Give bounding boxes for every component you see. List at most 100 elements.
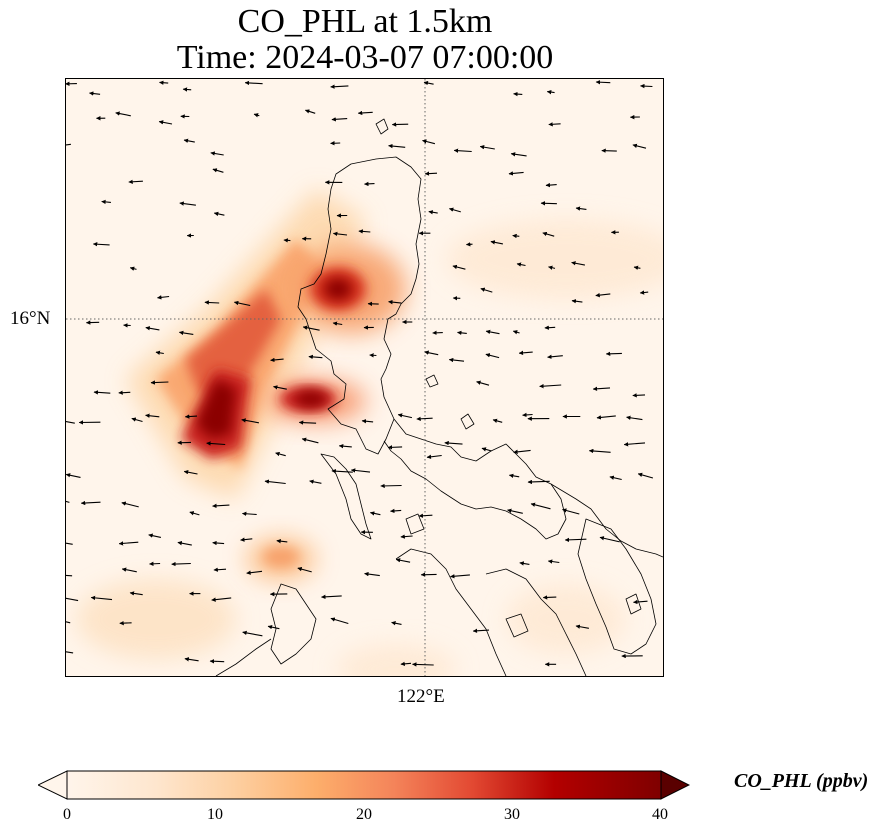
wind-arrow [369, 353, 377, 358]
wind-arrow [476, 380, 490, 386]
wind-arrow [412, 662, 434, 667]
wind-arrow [548, 122, 561, 127]
wind-arrow [530, 502, 551, 510]
wind-arrow [179, 201, 196, 206]
wind-arrow [380, 483, 402, 489]
map-time-subtitle: Time: 2024-03-07 07:00:00 [176, 39, 554, 76]
wind-arrow [519, 561, 530, 566]
coastline-bicol [550, 483, 663, 558]
wind-arrow [424, 171, 438, 176]
wind-arrow [609, 475, 622, 481]
wind-arrow [90, 595, 113, 601]
wind-arrow [369, 511, 381, 516]
colorbar-tick-10: 10 [207, 806, 223, 823]
wind-arrow [479, 144, 495, 150]
wind-arrow [485, 353, 500, 359]
wind-arrow [639, 290, 649, 295]
wind-vectors [66, 79, 654, 667]
colorbar-tick-0: 0 [63, 806, 71, 823]
wind-arrow [206, 441, 226, 446]
map-panel [65, 78, 664, 677]
wind-arrow [66, 473, 81, 478]
map-title: CO_PHL at 1.5km [237, 3, 493, 40]
wind-arrow [183, 470, 198, 475]
wind-arrow [308, 354, 323, 360]
coastline-islet-2 [425, 374, 439, 388]
wind-arrow [426, 454, 442, 459]
wind-arrow [623, 442, 646, 447]
wind-arrow [513, 449, 531, 455]
wind-arrow [253, 113, 260, 118]
wind-arrow [358, 229, 371, 234]
wind-arrow [601, 148, 617, 153]
coastlines [215, 118, 663, 676]
wind-arrow [66, 597, 79, 602]
wind-arrow [633, 265, 641, 271]
wind-arrow [118, 390, 131, 395]
coastline-islet-4 [405, 513, 425, 535]
wind-arrow [450, 574, 470, 579]
colorbar-label: CO_PHL (ppbv) [734, 770, 869, 792]
wind-arrow [149, 561, 161, 567]
wind-arrow [302, 325, 320, 331]
wind-arrow [131, 417, 143, 423]
wind-arrow [640, 83, 653, 89]
wind-arrow [330, 617, 349, 625]
wind-arrow [297, 567, 312, 573]
wind-arrow [388, 299, 402, 305]
wind-arrow [547, 354, 563, 360]
faint-plume-southwest [76, 579, 236, 659]
wind-arrow [571, 261, 586, 266]
wind-arrow [210, 151, 224, 156]
wind-arrow [481, 447, 492, 452]
wind-arrow [540, 201, 557, 206]
wind-arrow [457, 330, 467, 336]
wind-arrow [145, 326, 160, 331]
wind-arrow [512, 233, 520, 239]
wind-arrow [507, 508, 523, 514]
wind-arrow [330, 84, 349, 89]
wind-arrow [177, 540, 192, 546]
wind-arrow [513, 91, 523, 97]
wind-arrow [301, 437, 319, 444]
wind-arrow [241, 511, 257, 516]
wind-arrow [264, 479, 286, 485]
wind-arrow [527, 479, 550, 485]
wind-arrow [155, 350, 164, 356]
faint-plume-south [336, 644, 456, 676]
latitude-tick-label: 16°N [10, 308, 51, 329]
wind-arrow [213, 567, 227, 572]
wind-arrow [485, 329, 500, 335]
wind-arrow [118, 541, 139, 546]
wind-arrow [66, 651, 74, 654]
wind-arrow [101, 199, 111, 205]
wind-arrow [516, 262, 526, 267]
wind-arrow [158, 120, 173, 125]
wind-arrow [121, 567, 137, 573]
coastline-panay [270, 583, 317, 665]
wind-arrow [422, 139, 436, 145]
wind-arrow [331, 468, 353, 474]
coastline-islet-3 [460, 413, 475, 430]
wind-arrow [395, 558, 411, 563]
wind-arrow [575, 206, 587, 211]
wind-arrow [397, 413, 413, 419]
wind-arrow [246, 570, 263, 575]
wind-arrow [562, 508, 580, 515]
wind-arrow [592, 386, 611, 392]
wind-arrow [204, 300, 220, 305]
wind-arrow [400, 661, 412, 667]
coastline-islet-1 [375, 118, 389, 135]
wind-arrow [575, 624, 589, 629]
wind-arrow [211, 597, 232, 602]
wind-arrow [270, 357, 284, 363]
wind-arrow [145, 413, 160, 418]
wind-arrow [331, 117, 348, 122]
wind-arrow [66, 542, 73, 545]
wind-arrow [184, 657, 199, 662]
wind-arrow [159, 80, 169, 85]
wind-arrow [121, 501, 139, 508]
coastline-samar-leyte [485, 568, 587, 676]
wind-arrow [183, 138, 195, 143]
wind-arrow [595, 79, 611, 85]
